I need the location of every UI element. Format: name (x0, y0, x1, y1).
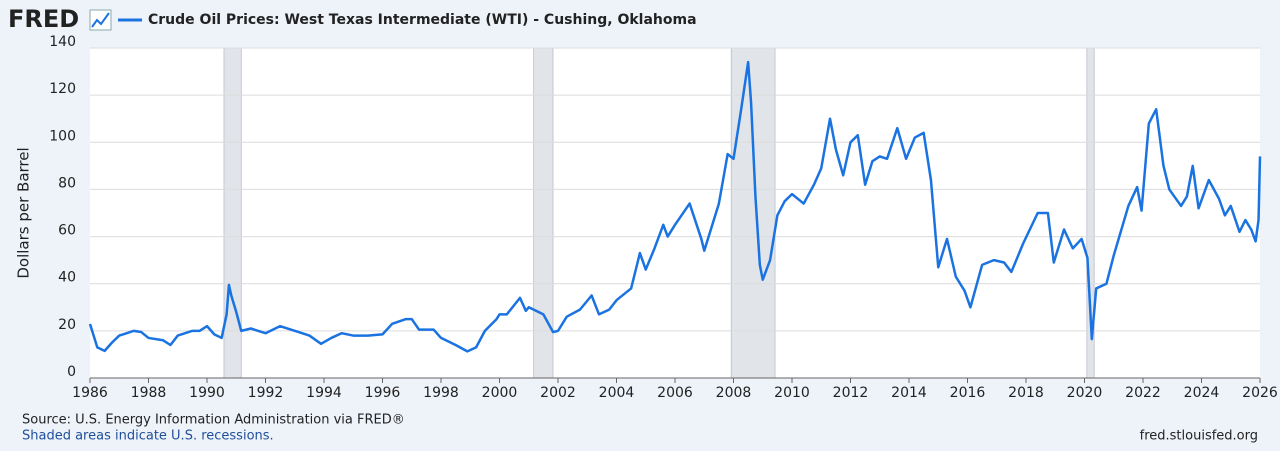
legend-label: Crude Oil Prices: West Texas Intermediat… (148, 12, 697, 28)
x-tick-label: 2012 (833, 385, 869, 401)
y-tick-label: 140 (49, 34, 76, 50)
y-tick-label: 100 (49, 128, 76, 144)
recession-band (223, 47, 242, 379)
y-tick-label: 20 (58, 317, 76, 333)
x-tick-label: 2018 (1008, 385, 1044, 401)
x-tick-label: 2026 (1242, 385, 1278, 401)
x-tick-label: 2010 (774, 385, 810, 401)
x-tick-label: 2002 (540, 385, 576, 401)
x-tick-label: 2000 (482, 385, 518, 401)
x-tick-label: 1986 (72, 385, 108, 401)
x-tick-label: 2006 (657, 385, 693, 401)
x-tick-label: 2014 (891, 385, 927, 401)
x-tick-label: 2020 (1067, 385, 1103, 401)
recession-band (730, 47, 776, 379)
logo-icon (89, 9, 112, 31)
y-tick-label: 40 (58, 270, 76, 286)
x-tick-label: 1996 (365, 385, 401, 401)
x-tick-label: 2016 (950, 385, 986, 401)
plot-area (90, 48, 1260, 378)
y-tick-label: 0 (67, 364, 76, 380)
x-tick-label: 2004 (599, 385, 635, 401)
series-line (88, 60, 1262, 353)
x-tick-label: 2008 (716, 385, 752, 401)
source: Source: U.S. Energy Information Administ… (22, 413, 405, 428)
x-tick-label: 1992 (248, 385, 284, 401)
site: fred.stlouisfed.org (1140, 429, 1258, 444)
x-tick-label: 1988 (131, 385, 167, 401)
x-tick-label: 2022 (1125, 385, 1161, 401)
note: Shaded areas indicate U.S. recessions. (22, 429, 274, 444)
logo: FRED (8, 5, 79, 33)
x-tick-label: 1998 (423, 385, 459, 401)
x-tick-label: 2024 (1184, 385, 1220, 401)
x-tick-label: 1994 (306, 385, 342, 401)
y-tick-label: 60 (58, 223, 76, 239)
y-tick-label: 120 (49, 81, 76, 97)
y-tick-label: 80 (58, 175, 76, 191)
x-tick-label: 1990 (189, 385, 225, 401)
y-axis-label: Dollars per Barrel (15, 147, 33, 278)
